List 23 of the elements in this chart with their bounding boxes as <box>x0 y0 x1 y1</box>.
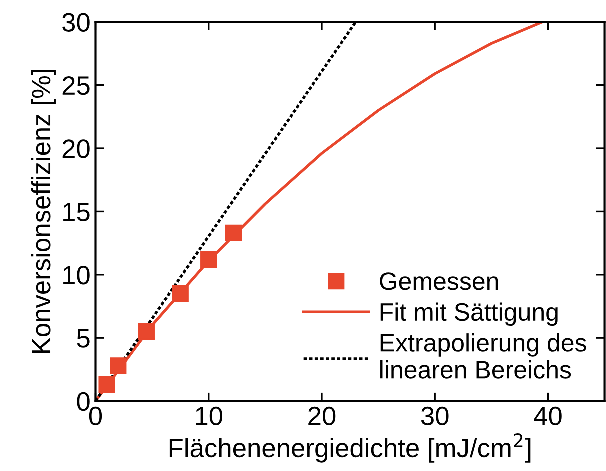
point <box>172 286 189 302</box>
legend-label: Fit mit Sättigung <box>380 302 558 326</box>
point <box>98 376 116 394</box>
y-tick-label: 5 <box>77 330 90 348</box>
y-tick-label: 20 <box>62 140 90 158</box>
point <box>138 323 155 340</box>
y-tick-label: 15 <box>64 203 90 222</box>
x-tick-label: 30 <box>421 406 449 426</box>
x-tick-label: 40 <box>534 406 562 426</box>
y-tick-label: 25 <box>62 76 90 96</box>
x-tick-label: 20 <box>308 406 336 426</box>
y-tick-label: 0 <box>77 392 90 412</box>
legend-label: Gemessen <box>380 272 498 290</box>
point <box>110 358 127 374</box>
x-tick-label: 0 <box>89 406 102 426</box>
y-axis-title: Konversionseffizienz [%] <box>31 70 56 354</box>
x-tick-label: 10 <box>196 406 223 426</box>
legend-label: Extrapolierung des linearen Bereichs <box>380 334 586 379</box>
point <box>225 224 242 242</box>
point <box>200 251 218 268</box>
y-tick-label: 30 <box>62 13 90 32</box>
y-tick-label: 10 <box>64 266 90 285</box>
x-axis-title: Flächenenergiedichte [mJ/cm$^{2}$] <box>170 434 531 463</box>
